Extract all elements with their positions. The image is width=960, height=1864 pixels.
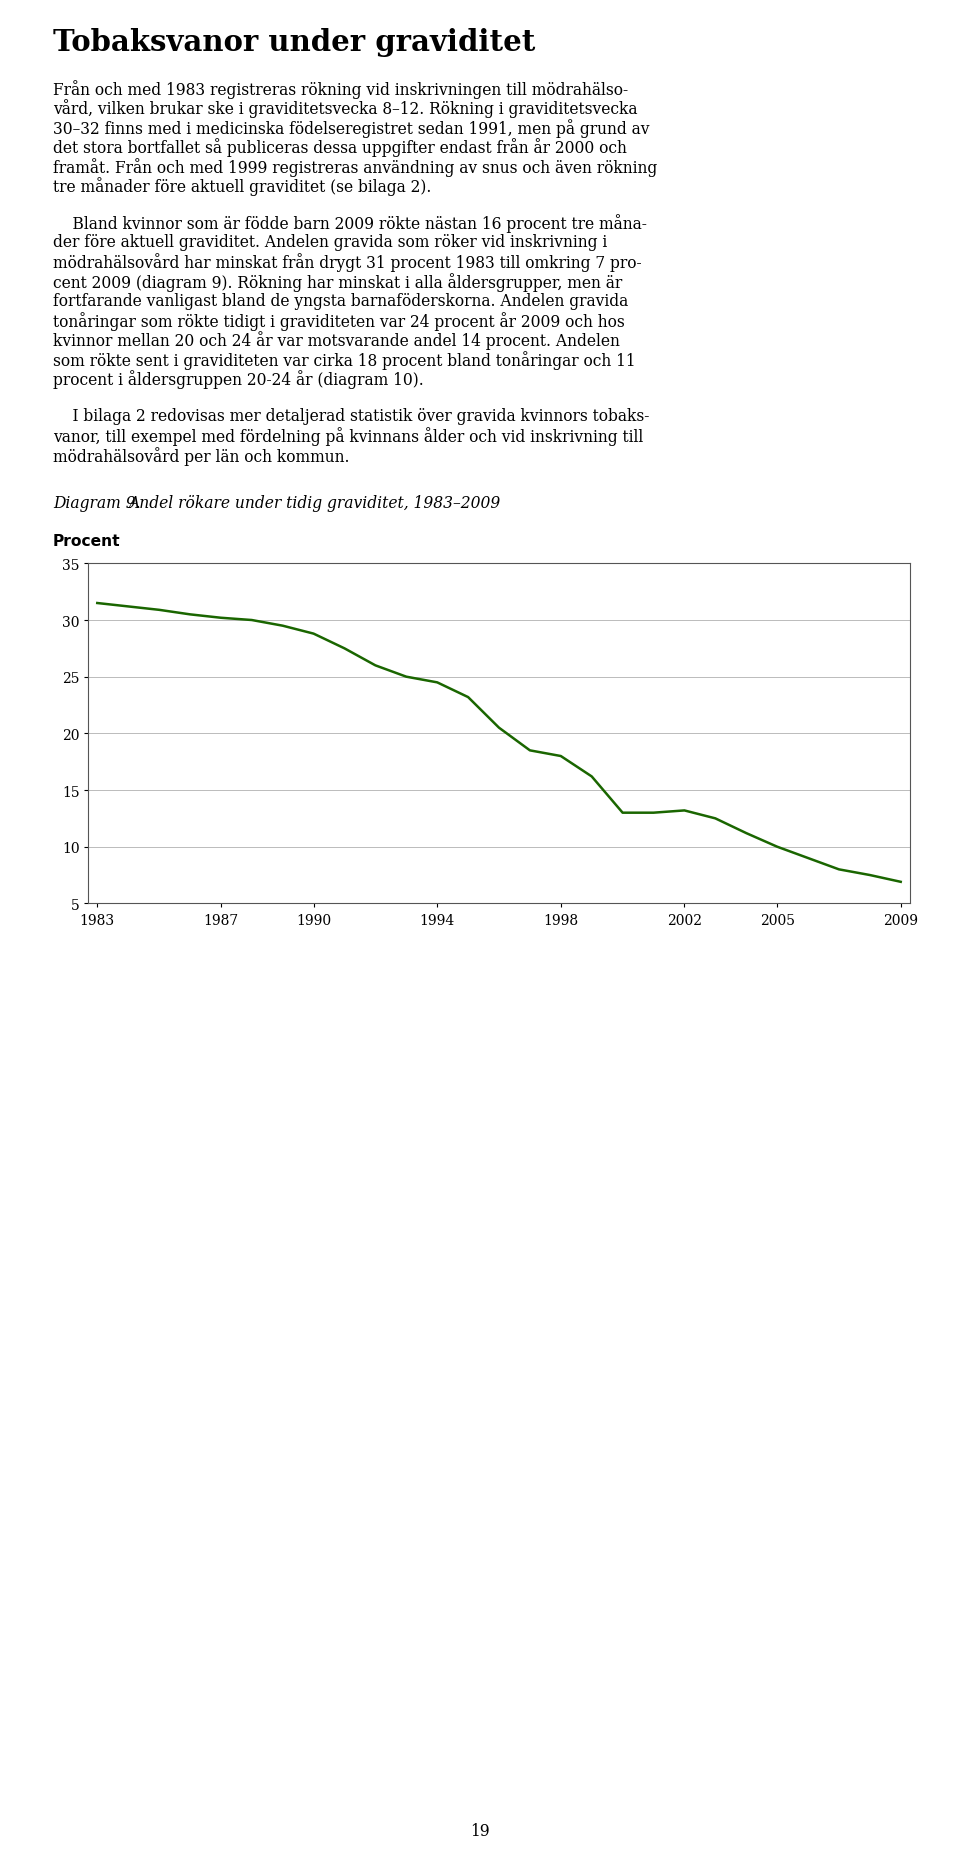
Text: der före aktuell graviditet. Andelen gravida som röker vid inskrivning i: der före aktuell graviditet. Andelen gra… (53, 233, 608, 252)
Text: Tobaksvanor under graviditet: Tobaksvanor under graviditet (53, 28, 536, 58)
Text: Diagram 9.: Diagram 9. (53, 496, 140, 513)
Text: tonåringar som rökte tidigt i graviditeten var 24 procent år 2009 och hos: tonåringar som rökte tidigt i graviditet… (53, 311, 625, 330)
Text: Procent: Procent (53, 535, 121, 550)
Text: Bland kvinnor som är födde barn 2009 rökte nästan 16 procent tre måna-: Bland kvinnor som är födde barn 2009 rök… (53, 214, 647, 233)
Text: I bilaga 2 redovisas mer detaljerad statistik över gravida kvinnors tobaks-: I bilaga 2 redovisas mer detaljerad stat… (53, 408, 649, 425)
Text: Från och med 1983 registreras rökning vid inskrivningen till mödrahälso-: Från och med 1983 registreras rökning vi… (53, 80, 628, 99)
Text: mödrahälsovård per län och kommun.: mödrahälsovård per län och kommun. (53, 445, 349, 466)
Text: fortfarande vanligast bland de yngsta barnaföderskorna. Andelen gravida: fortfarande vanligast bland de yngsta ba… (53, 293, 628, 309)
Text: Andel rökare under tidig graviditet, 1983–2009: Andel rökare under tidig graviditet, 198… (128, 496, 500, 513)
Text: 30–32 finns med i medicinska födelseregistret sedan 1991, men på grund av: 30–32 finns med i medicinska födelseregi… (53, 119, 650, 138)
Text: vård, vilken brukar ske i graviditetsvecka 8–12. Rökning i graviditetsvecka: vård, vilken brukar ske i graviditetsvec… (53, 99, 637, 117)
Text: 19: 19 (470, 1821, 490, 1840)
Text: tre månader före aktuell graviditet (se bilaga 2).: tre månader före aktuell graviditet (se … (53, 177, 431, 196)
Text: cent 2009 (diagram 9). Rökning har minskat i alla åldersgrupper, men är: cent 2009 (diagram 9). Rökning har minsk… (53, 272, 622, 293)
Text: framåt. Från och med 1999 registreras användning av snus och även rökning: framåt. Från och med 1999 registreras an… (53, 158, 658, 177)
Text: kvinnor mellan 20 och 24 år var motsvarande andel 14 procent. Andelen: kvinnor mellan 20 och 24 år var motsvara… (53, 332, 620, 350)
Text: procent i åldersgruppen 20-24 år (diagram 10).: procent i åldersgruppen 20-24 år (diagra… (53, 371, 423, 390)
Text: mödrahälsovård har minskat från drygt 31 procent 1983 till omkring 7 pro-: mödrahälsovård har minskat från drygt 31… (53, 254, 641, 272)
Text: som rökte sent i graviditeten var cirka 18 procent bland tonåringar och 11: som rökte sent i graviditeten var cirka … (53, 350, 636, 369)
Text: det stora bortfallet så publiceras dessa uppgifter endast från år 2000 och: det stora bortfallet så publiceras dessa… (53, 138, 627, 157)
Text: vanor, till exempel med fördelning på kvinnans ålder och vid inskrivning till: vanor, till exempel med fördelning på kv… (53, 427, 643, 445)
